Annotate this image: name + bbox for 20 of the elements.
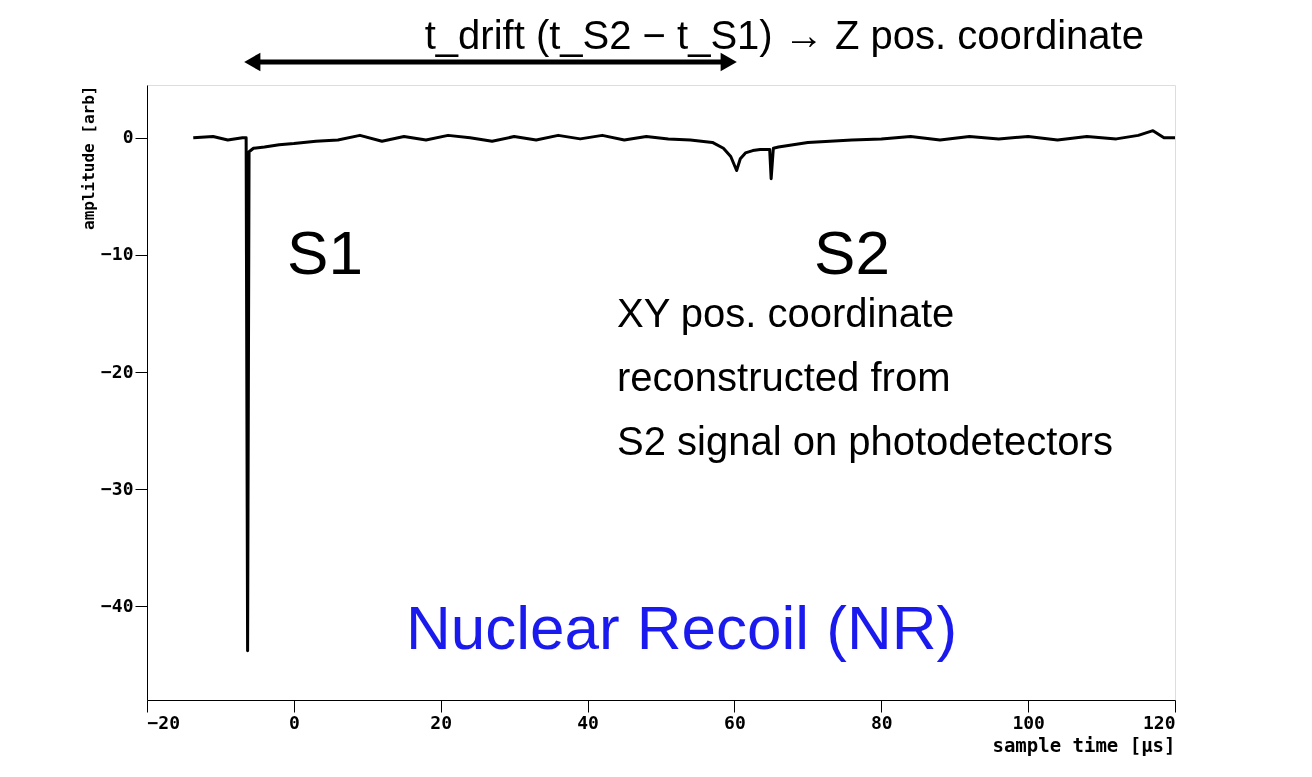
x-tick-label: 0 (288, 711, 300, 733)
y-tick-label: −40 (100, 594, 134, 616)
annotation: Nuclear Recoil (NR) (405, 593, 958, 662)
x-tick-label: 80 (870, 711, 893, 733)
y-axis-title: amplitude [arb] (78, 85, 98, 230)
y-tick-label: −20 (100, 360, 134, 382)
x-tick-label: 20 (430, 711, 453, 733)
x-tick-label: 60 (724, 711, 746, 733)
x-tick-label: 120 (1142, 711, 1176, 733)
text: t_drift (t_S2 − t_S1) → Z pos. coordinate (424, 13, 1144, 57)
y-tick-label: −30 (100, 477, 134, 499)
y-tick-label: −10 (100, 243, 134, 265)
annotation: XY pos. coordinate reconstructed from S2 signal on photodetectors (617, 291, 1113, 463)
x-axis-title: sample time [µs] (992, 733, 1176, 756)
x-tick-label: −20 (147, 711, 181, 733)
annotation: S1 (287, 218, 363, 287)
x-tick-label: 40 (577, 711, 599, 733)
y-tick-label: 0 (122, 126, 134, 148)
annotation: S2 (814, 218, 890, 287)
x-tick-label: 100 (1012, 711, 1045, 733)
